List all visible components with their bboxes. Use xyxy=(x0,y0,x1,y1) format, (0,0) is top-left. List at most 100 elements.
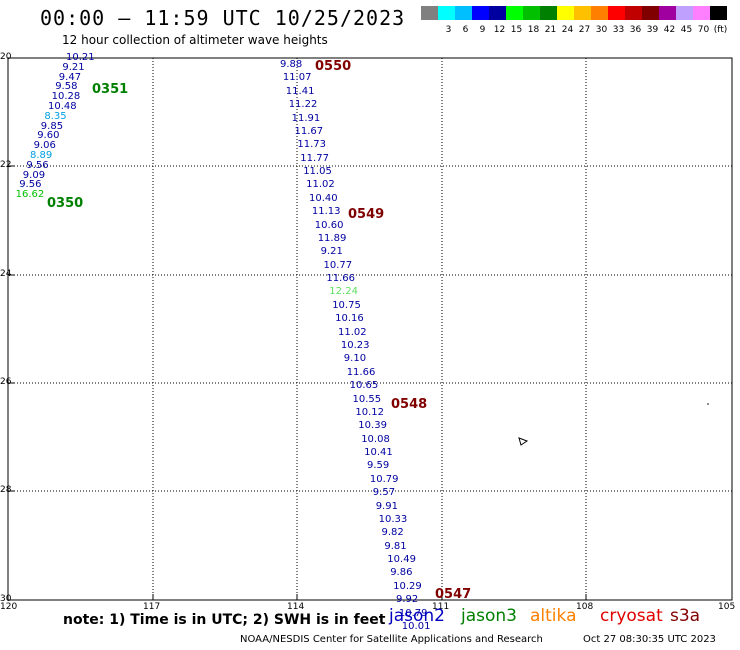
lon-label: 111 xyxy=(432,602,450,612)
swh-label: 10.33 xyxy=(378,513,408,525)
legend-label: 42 xyxy=(663,25,676,35)
swh-label: 10.77 xyxy=(323,259,353,271)
legend-swatch xyxy=(438,6,455,20)
swh-label: 11.05 xyxy=(303,166,332,178)
swh-label: 10.08 xyxy=(361,433,390,445)
pass-time-label: 0350 xyxy=(47,196,84,211)
lon-label: 120 xyxy=(0,602,18,612)
swh-label: 9.92 xyxy=(396,594,419,606)
satellite-key-cryosat: cryosat xyxy=(600,606,663,626)
lat-label: 26 xyxy=(0,377,12,387)
swh-label: 9.56 xyxy=(19,179,42,191)
legend-label: 70 xyxy=(697,25,710,35)
legend-swatch xyxy=(506,6,523,20)
swh-label: 10.60 xyxy=(314,219,344,231)
legend-swatch xyxy=(710,6,727,20)
legend-swatch xyxy=(642,6,659,20)
swh-label: 9.47 xyxy=(58,71,82,83)
legend-swatch xyxy=(523,6,540,20)
legend-label: 24 xyxy=(561,25,574,35)
satellite-key-jason3: jason3 xyxy=(461,606,517,626)
lat-label: 24 xyxy=(0,269,12,279)
pass-time-label: 0550 xyxy=(315,59,352,74)
swh-label: 9.57 xyxy=(372,487,396,499)
lat-label: 20 xyxy=(0,52,12,62)
satellite-key-altika: altika xyxy=(530,606,577,626)
swh-label: 8.89 xyxy=(30,150,53,161)
swh-label: 11.66 xyxy=(326,273,356,285)
graticule xyxy=(8,58,732,600)
swh-label: 11.41 xyxy=(285,85,315,97)
satellite-key-jason2: jason2 xyxy=(389,606,445,626)
swh-label: 9.85 xyxy=(40,120,64,132)
swh-label: 11.73 xyxy=(297,139,327,151)
legend-label: 45 xyxy=(680,25,693,35)
pass-time-label: 0547 xyxy=(435,587,472,602)
lon-label: 117 xyxy=(143,602,161,612)
generation-timestamp: Oct 27 08:30:35 UTC 2023 xyxy=(583,634,716,645)
swh-label: 10.48 xyxy=(48,101,77,112)
swh-label: 9.60 xyxy=(37,130,60,142)
swh-label: 9.81 xyxy=(384,540,407,552)
swh-label: 10.65 xyxy=(349,380,379,392)
islet-dot xyxy=(707,403,709,405)
swh-label: 11.67 xyxy=(294,125,324,137)
swh-label: 9.09 xyxy=(22,169,46,181)
pass-time-label: 0548 xyxy=(391,397,428,412)
footer-note: note: 1) Time is in UTC; 2) SWH is in fe… xyxy=(63,612,386,628)
swh-label: 11.13 xyxy=(311,206,341,218)
swh-label: 11.02 xyxy=(338,326,367,338)
swh-label: 10.75 xyxy=(332,299,361,311)
lon-label: 105 xyxy=(718,602,736,612)
swh-label: 10.01 xyxy=(401,620,431,632)
legend-label: 36 xyxy=(629,25,642,35)
island-outline xyxy=(518,437,529,446)
legend-swatch xyxy=(591,6,608,20)
pass-time-label: 0549 xyxy=(348,207,385,222)
swh-label: 10.40 xyxy=(309,192,338,204)
swh-label: 11.22 xyxy=(288,99,318,111)
legend-label: (ft) xyxy=(713,25,728,35)
swh-label: 11.66 xyxy=(346,366,376,378)
swh-label: 9.88 xyxy=(280,59,303,70)
swh-label: 9.06 xyxy=(33,140,56,152)
swh-label: 11.89 xyxy=(317,232,347,244)
legend-label: 39 xyxy=(646,25,659,35)
swh-label: 9.56 xyxy=(26,159,49,171)
lon-label: 108 xyxy=(576,602,594,612)
swh-label: 9.86 xyxy=(390,567,413,579)
swh-label: 10.55 xyxy=(352,393,382,405)
swh-label: 10.28 xyxy=(51,91,81,103)
legend-swatch xyxy=(625,6,642,20)
legend-swatch xyxy=(489,6,506,20)
legend-label: 30 xyxy=(595,25,608,35)
legend-swatch xyxy=(540,6,557,20)
legend-swatch xyxy=(574,6,591,20)
swh-label: 10.23 xyxy=(340,339,370,351)
swh-label: 10.29 xyxy=(393,580,422,592)
swh-label: 11.77 xyxy=(300,152,329,164)
swh-label: 11.07 xyxy=(282,72,312,84)
legend-swatch xyxy=(421,6,438,20)
swh-label: 9.21 xyxy=(62,61,85,73)
swh-label: 8.35 xyxy=(44,110,67,122)
legend-label: 9 xyxy=(479,25,486,35)
legend-swatch xyxy=(676,6,693,20)
satellite-key-s3a: s3a xyxy=(670,606,701,626)
legend-swatch xyxy=(693,6,710,20)
swh-label: 10.41 xyxy=(364,447,393,459)
swh-label: 9.58 xyxy=(55,81,78,93)
swh-label: 10.21 xyxy=(66,52,95,63)
swh-label: 9.91 xyxy=(375,500,398,512)
swh-label: 10.79 xyxy=(369,473,399,485)
swh-label: 9.21 xyxy=(320,246,343,258)
lat-label: 30 xyxy=(0,594,12,604)
lat-label: 22 xyxy=(0,160,12,170)
swh-label: 10.39 xyxy=(358,420,387,432)
legend-swatch xyxy=(455,6,472,20)
swh-label: 10.12 xyxy=(355,406,385,418)
legend-label: 6 xyxy=(462,25,469,35)
swh-label: 11.02 xyxy=(306,179,335,191)
legend-label: 27 xyxy=(578,25,591,35)
